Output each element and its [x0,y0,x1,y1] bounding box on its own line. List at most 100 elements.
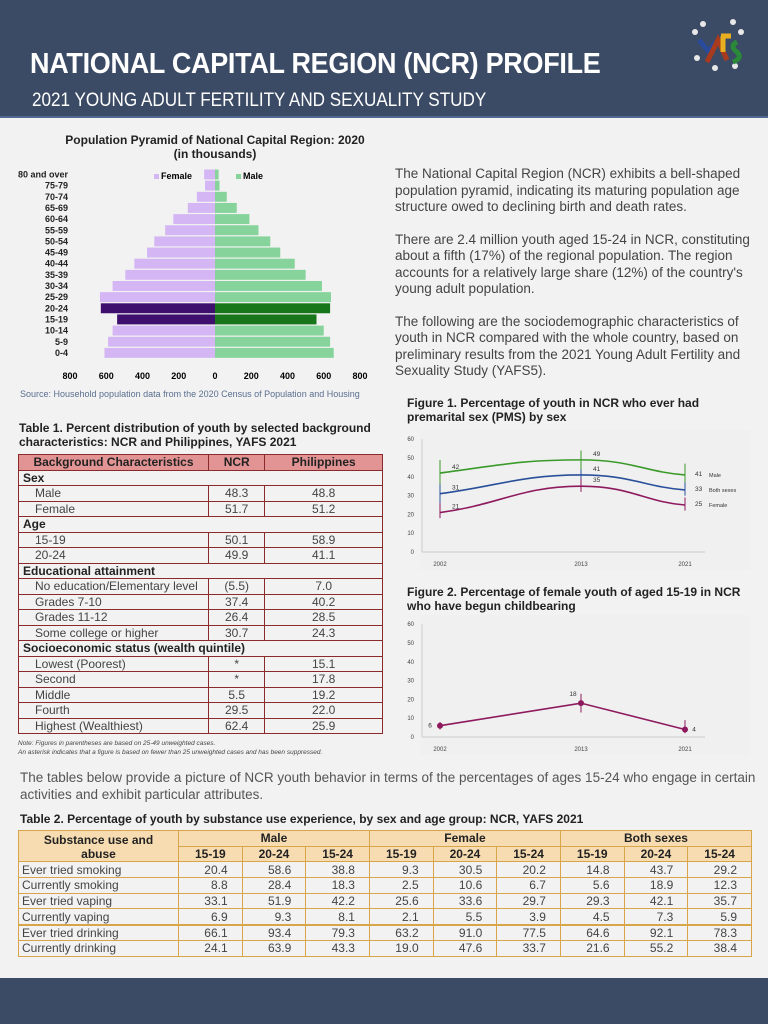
data-label: 49 [593,451,601,458]
table-row: Currently drinking 24.1 63.9 43.3 19.0 47.6 33… [18,939,752,957]
cell-value: 22.0 [264,702,383,719]
age-label: 0-4 [55,348,68,358]
cell-value: 51.2 [264,500,383,517]
cell-value: 51.7 [207,500,266,517]
female-bar [112,281,215,291]
row-label: Ever tried vaping [18,892,179,910]
figure2-title: Figure 2. Percentage of female youth of … [407,585,741,613]
male-bar [215,247,281,258]
cell-value: 5.9 [687,908,752,926]
x-tick-label: 600 [316,371,331,381]
legend-female-swatch [154,174,159,179]
table-row: 15-19 50.1 58.9 [18,531,383,548]
data-label: 41 [593,466,601,473]
legend-label: Female [709,503,727,509]
cell-value: 26.4 [207,609,266,626]
cell-value: 33.1 [178,892,243,910]
cell-value: 28.4 [241,877,307,894]
age-label: 40-44 [45,259,68,269]
age-label: 25-29 [45,292,68,302]
table-row: Currently vaping 6.9 9.3 8.1 2.1 5.5 3.9 4.5 7.3… [18,908,752,926]
cell-value: 7.0 [264,578,383,595]
female-bar [204,169,215,180]
table-row: Grades 7-10 37.4 40.2 [18,593,383,610]
cell-value: (5.5) [207,578,266,595]
cell-value: 43.3 [305,939,370,957]
cell-value: 62.4 [207,717,266,734]
row-label: Currently smoking [18,877,179,894]
cell-value: 91.0 [432,924,498,941]
cell-value: 18.3 [305,877,370,894]
row-label: Male [18,485,209,502]
row-label: No education/Elementary level [18,578,209,595]
cell-value: 29.5 [207,702,266,719]
row-label: 15-19 [18,531,209,548]
cell-value: 2.1 [368,908,434,926]
male-bar [215,191,227,202]
table-row: Grades 11-12 26.4 28.5 [18,609,383,626]
pyramid-title: Population Pyramid of National Capital R… [40,133,390,161]
cell-value: 63.2 [368,924,434,941]
section-label: Age [18,516,383,533]
data-point [578,700,584,707]
data-label: 18 [569,691,577,698]
intro-paragraph: There are 2.4 million youth aged 15-24 i… [395,231,750,297]
cell-value: 9.3 [368,861,434,879]
footer-banner [0,978,768,1024]
male-bar [215,281,322,291]
table-row: Male 48.3 48.8 [18,485,383,502]
section-label: Educational attainment [18,562,383,579]
age-label: 35-39 [45,270,68,280]
table-row: No education/Elementary level (5.5) 7.0 [18,578,383,595]
cell-value: 19.2 [264,686,383,703]
cell-value: 25.9 [264,717,383,734]
female-bar [125,269,215,280]
male-bar [215,325,324,336]
x-tick-label: 400 [280,371,295,381]
table1-notes: Note: Figures in parentheses are based o… [18,739,322,757]
age-header: 15-19 [368,845,434,863]
cell-value: 8.1 [305,908,370,926]
male-bar [215,269,306,280]
note: An asterisk indicates that a figure is b… [18,749,323,756]
age-header: 20-24 [241,845,307,863]
age-label: 75-79 [45,181,68,191]
cell-value: 7.3 [623,908,689,926]
x-tick-label: 800 [352,371,367,381]
cell-value: 21.6 [559,939,625,957]
y-tick-label: 60 [407,437,414,443]
cell-value: 64.6 [559,924,625,941]
cell-value: 40.2 [264,593,383,610]
cell-value: 8.8 [178,877,243,894]
cell-value: 9.3 [241,908,307,926]
table-row: 20-24 49.9 41.1 [18,547,383,564]
age-header: 15-19 [559,845,625,863]
male-bar [215,314,317,325]
age-label: 70-74 [45,192,68,202]
age-label: 30-34 [45,281,68,291]
cell-value: 37.4 [207,593,266,610]
cell-value: 12.3 [687,877,752,894]
x-tick-label: 0 [212,371,217,381]
table-row: Highest (Wealthiest) 62.4 25.9 [18,717,383,734]
cell-value: 3.9 [496,908,561,926]
cell-value: 5.6 [559,877,625,894]
cell-value: 29.2 [687,861,752,879]
x-tick-label: 400 [135,371,150,381]
cell-value: 66.1 [178,924,243,941]
cell-value: 42.1 [623,892,689,910]
row-label: Grades 11-12 [18,609,209,626]
cell-value: 6.9 [178,908,243,926]
cell-value: 47.6 [432,939,498,957]
cell-value: 50.1 [207,531,266,548]
cell-value: 38.4 [687,939,752,957]
female-bar [108,336,215,347]
cell-value: 10.6 [432,877,498,894]
cell-value: 2.5 [368,877,434,894]
cell-value: 14.8 [559,861,625,879]
intro-text: The National Capital Region (NCR) exhibi… [395,166,755,396]
cell-value: 49.9 [207,547,266,564]
x-tick-label: 200 [244,371,259,381]
male-bar [215,236,271,247]
data-label: 31 [452,485,460,492]
